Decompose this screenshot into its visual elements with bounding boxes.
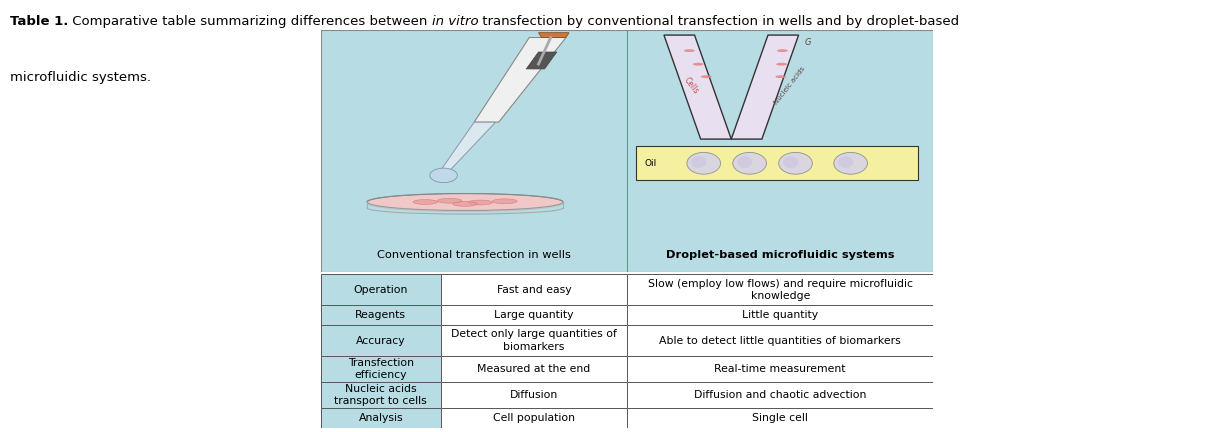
FancyBboxPatch shape xyxy=(321,382,440,408)
FancyBboxPatch shape xyxy=(628,274,933,305)
Text: Oil: Oil xyxy=(645,159,657,168)
Text: Accuracy: Accuracy xyxy=(356,336,406,346)
Ellipse shape xyxy=(413,200,438,204)
FancyBboxPatch shape xyxy=(321,30,933,272)
Bar xyxy=(628,305,933,325)
Ellipse shape xyxy=(684,49,694,52)
Bar xyxy=(321,408,440,428)
Ellipse shape xyxy=(776,75,787,78)
Ellipse shape xyxy=(438,198,462,203)
FancyBboxPatch shape xyxy=(321,305,440,325)
Polygon shape xyxy=(538,33,570,38)
Ellipse shape xyxy=(778,152,812,174)
Text: Nucleic acids
transport to cells: Nucleic acids transport to cells xyxy=(335,384,428,406)
Bar xyxy=(628,356,933,382)
FancyBboxPatch shape xyxy=(440,274,628,305)
Text: Real-time measurement: Real-time measurement xyxy=(715,364,846,374)
Text: Cells: Cells xyxy=(682,76,701,96)
Ellipse shape xyxy=(834,152,868,174)
Ellipse shape xyxy=(777,49,788,52)
FancyBboxPatch shape xyxy=(321,356,440,382)
Ellipse shape xyxy=(468,200,492,205)
Ellipse shape xyxy=(737,156,753,168)
FancyBboxPatch shape xyxy=(321,325,440,356)
Ellipse shape xyxy=(492,199,518,204)
Bar xyxy=(628,408,933,428)
Bar xyxy=(440,325,628,356)
Ellipse shape xyxy=(367,195,562,212)
FancyBboxPatch shape xyxy=(628,325,933,356)
FancyBboxPatch shape xyxy=(628,305,933,325)
Bar xyxy=(628,274,933,305)
FancyBboxPatch shape xyxy=(321,274,440,305)
Ellipse shape xyxy=(687,152,721,174)
Ellipse shape xyxy=(430,168,457,183)
Text: G: G xyxy=(805,38,811,47)
FancyBboxPatch shape xyxy=(628,356,933,382)
Polygon shape xyxy=(440,122,496,171)
Ellipse shape xyxy=(453,201,478,206)
Text: Comparative table summarizing differences between: Comparative table summarizing difference… xyxy=(68,15,431,28)
FancyBboxPatch shape xyxy=(628,382,933,408)
Text: Single cell: Single cell xyxy=(753,413,808,423)
Polygon shape xyxy=(731,35,799,139)
Text: in vitro: in vitro xyxy=(431,15,479,28)
Text: Slow (employ low flows) and require microfluidic
knowledge: Slow (employ low flows) and require micr… xyxy=(647,279,913,301)
Text: Little quantity: Little quantity xyxy=(742,310,818,320)
FancyBboxPatch shape xyxy=(440,382,628,408)
Text: Droplet-based microfluidic systems: Droplet-based microfluidic systems xyxy=(665,250,894,260)
Text: Detect only large quantities of
biomarkers: Detect only large quantities of biomarke… xyxy=(451,329,617,352)
Polygon shape xyxy=(474,38,566,122)
Bar xyxy=(321,325,440,356)
FancyBboxPatch shape xyxy=(321,408,440,428)
Bar xyxy=(321,382,440,408)
Bar xyxy=(321,356,440,382)
FancyBboxPatch shape xyxy=(440,356,628,382)
Bar xyxy=(440,356,628,382)
Bar xyxy=(321,274,440,305)
Bar xyxy=(440,382,628,408)
Ellipse shape xyxy=(692,63,704,66)
Ellipse shape xyxy=(783,156,799,168)
Bar xyxy=(628,382,933,408)
Text: Measured at the end: Measured at the end xyxy=(478,364,590,374)
Text: Diffusion: Diffusion xyxy=(510,390,558,400)
Text: Nucleic acids: Nucleic acids xyxy=(773,66,806,106)
Text: transfection by conventional transfection in wells and by droplet-based: transfection by conventional transfectio… xyxy=(479,15,960,28)
FancyBboxPatch shape xyxy=(440,325,628,356)
Text: Cell population: Cell population xyxy=(493,413,574,423)
Bar xyxy=(628,325,933,356)
Text: Fast and easy: Fast and easy xyxy=(497,285,571,295)
Text: microfluidic systems.: microfluidic systems. xyxy=(10,71,150,84)
FancyBboxPatch shape xyxy=(628,408,933,428)
Ellipse shape xyxy=(367,194,562,210)
Bar xyxy=(440,305,628,325)
Ellipse shape xyxy=(837,156,853,168)
Ellipse shape xyxy=(691,156,707,168)
Polygon shape xyxy=(526,52,556,69)
Ellipse shape xyxy=(701,75,711,78)
Text: Conventional transfection in wells: Conventional transfection in wells xyxy=(377,250,571,260)
Bar xyxy=(440,274,628,305)
FancyBboxPatch shape xyxy=(440,305,628,325)
Ellipse shape xyxy=(776,63,787,66)
Text: Diffusion and chaotic advection: Diffusion and chaotic advection xyxy=(694,390,867,400)
Ellipse shape xyxy=(733,152,766,174)
Text: Transfection
efficiency: Transfection efficiency xyxy=(348,358,413,380)
FancyBboxPatch shape xyxy=(636,146,917,180)
FancyBboxPatch shape xyxy=(440,408,628,428)
Text: Table 1.: Table 1. xyxy=(10,15,68,28)
Text: Analysis: Analysis xyxy=(359,413,404,423)
Polygon shape xyxy=(664,35,731,139)
Text: Reagents: Reagents xyxy=(355,310,406,320)
Bar xyxy=(440,408,628,428)
Text: Large quantity: Large quantity xyxy=(494,310,573,320)
Bar xyxy=(321,305,440,325)
Text: Able to detect little quantities of biomarkers: Able to detect little quantities of biom… xyxy=(659,336,901,346)
Text: Operation: Operation xyxy=(354,285,408,295)
